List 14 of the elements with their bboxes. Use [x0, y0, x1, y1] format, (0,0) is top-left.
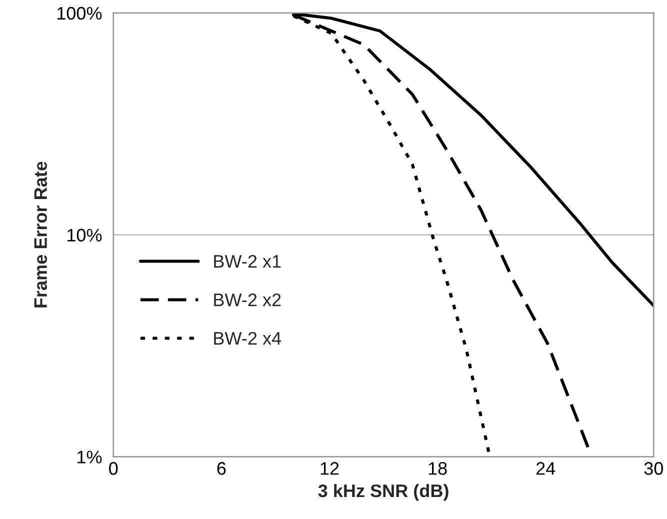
- y-tick-label: 10%: [68, 228, 102, 242]
- x-tick-label: 24: [536, 462, 556, 475]
- y-tick-label: 1%: [78, 450, 102, 464]
- x-tick-label: 18: [428, 462, 447, 475]
- legend-label: BW-2 x4: [214, 332, 282, 345]
- x-axis-title: 3 kHz SNR (dB): [318, 484, 448, 501]
- y-tick-label: 100%: [57, 6, 102, 20]
- legend-label: BW-2 x2: [214, 293, 281, 306]
- x-tick-label: 12: [320, 462, 339, 475]
- x-tick-label: 6: [217, 462, 226, 475]
- x-tick-label: 30: [644, 462, 663, 475]
- x-tick-label: 0: [109, 462, 118, 475]
- y-axis-title: Frame Error Rate: [34, 162, 47, 308]
- legend-label: BW-2 x1: [214, 254, 281, 268]
